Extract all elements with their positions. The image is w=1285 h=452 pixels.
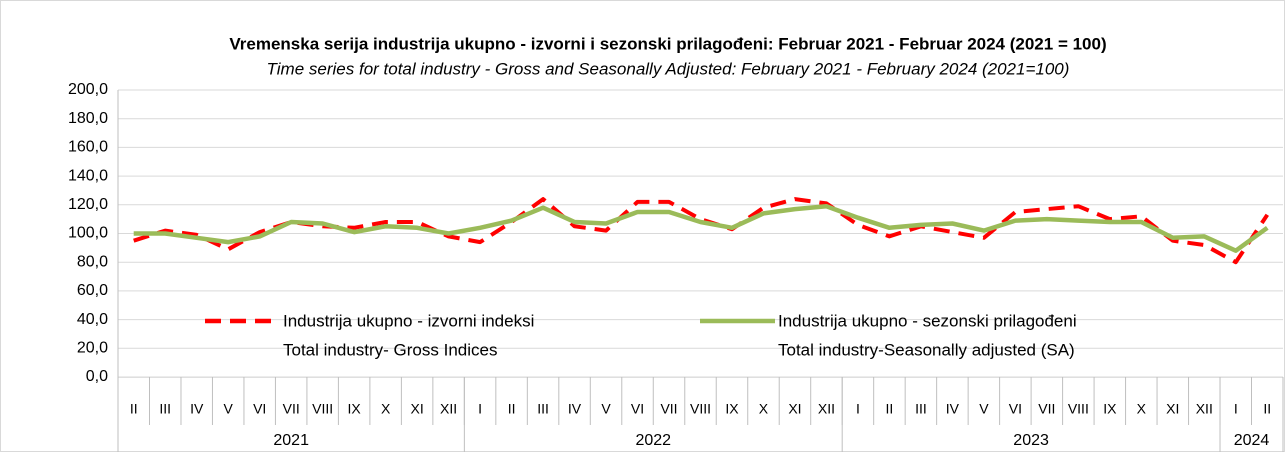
x-tick-label: II [508,401,516,417]
x-tick-label: X [381,401,391,417]
series-line [133,197,1269,265]
x-tick-label: VII [283,401,300,417]
y-tick-label: 80,0 [77,253,108,270]
y-tick-label: 0,0 [86,368,108,385]
x-tick-label: V [224,401,234,417]
x-tick-label: IV [190,401,204,417]
x-tick-label: VI [1009,401,1022,417]
y-tick-label: 160,0 [68,139,108,156]
x-tick-label: IX [725,401,739,417]
y-tick-label: 180,0 [68,110,108,127]
x-tick-label: X [759,401,769,417]
x-tick-label: I [856,401,860,417]
x-tick-label: IX [348,401,362,417]
x-tick-label: II [1263,401,1271,417]
x-tick-label: XI [1166,401,1179,417]
y-tick-label: 200,0 [68,81,108,98]
series-line [133,203,1269,253]
x-tick-label: III [915,401,927,417]
year-label: 2023 [1013,432,1049,449]
x-tick-label: III [159,401,171,417]
x-tick-label: IV [568,401,582,417]
y-tick-label: 120,0 [68,196,108,213]
y-tick-label: 60,0 [77,282,108,299]
x-tick-label: XI [788,401,801,417]
x-tick-label: VI [253,401,266,417]
x-tick-label: I [1234,401,1238,417]
x-tick-label: VI [631,401,644,417]
x-tick-label: VIII [690,401,711,417]
x-tick-label: V [979,401,989,417]
year-label: 2022 [635,432,671,449]
x-tick-label: XII [818,401,835,417]
x-tick-label: IV [946,401,960,417]
legend-label: Industrija ukupno - izvorni indeksi [283,311,534,330]
x-tick-label: X [1137,401,1147,417]
legend-label: Industrija ukupno - sezonski prilagođeni [778,311,1077,330]
x-tick-label: XI [411,401,424,417]
x-tick-label: I [478,401,482,417]
x-tick-label: V [601,401,611,417]
x-tick-label: XII [440,401,457,417]
chart-title: Vremenska serija industrija ukupno - izv… [229,34,1106,53]
legend-label-en: Total industry- Gross Indices [283,340,497,359]
x-tick-label: VIII [1068,401,1089,417]
y-tick-label: 20,0 [77,340,108,357]
x-tick-label: III [537,401,549,417]
legend-label-en: Total industry-Seasonally adjusted (SA) [778,340,1075,359]
chart-subtitle: Time series for total industry - Gross a… [267,59,1070,78]
x-tick-label: II [886,401,894,417]
x-axis-line [118,377,1283,378]
x-tick-label: XII [1196,401,1213,417]
x-tick-label: VIII [312,401,333,417]
x-tick-label: VII [660,401,677,417]
x-tick-label: VII [1038,401,1055,417]
x-tick-label: IX [1103,401,1117,417]
y-tick-label: 40,0 [77,311,108,328]
y-tick-label: 100,0 [68,225,108,242]
year-label: 2024 [1234,432,1270,449]
x-tick-label: II [130,401,138,417]
y-tick-label: 140,0 [68,167,108,184]
year-label: 2021 [273,432,309,449]
